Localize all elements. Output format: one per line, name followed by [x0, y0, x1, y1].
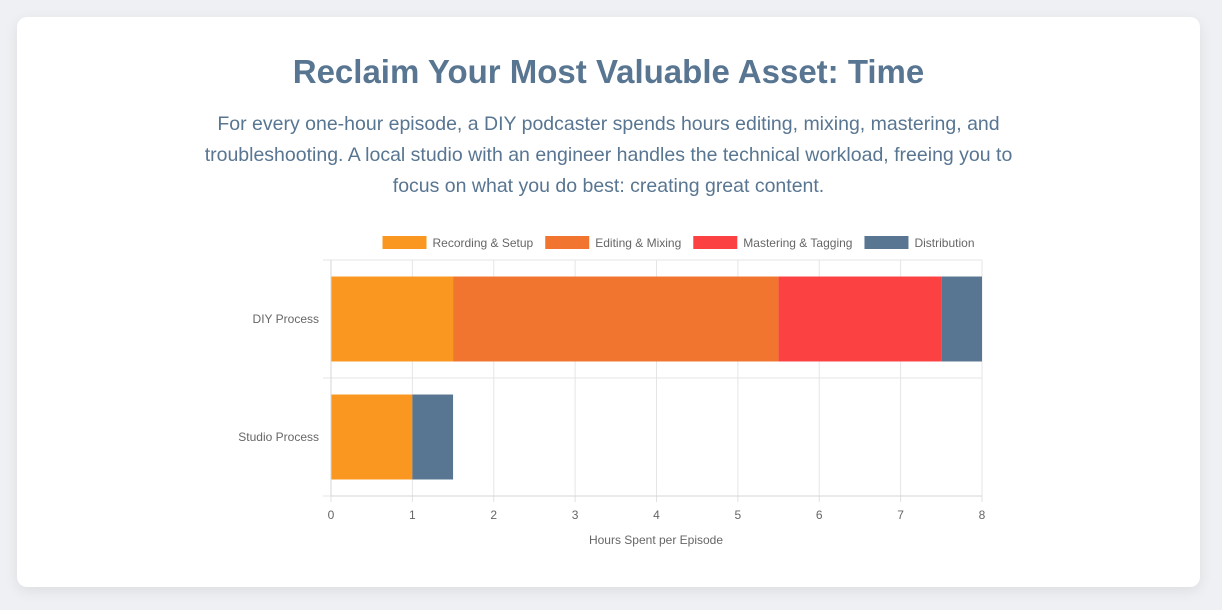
x-tick-label: 1	[409, 508, 416, 522]
x-tick-label: 6	[816, 508, 823, 522]
bar-segment[interactable]	[331, 394, 413, 480]
page-title: Reclaim Your Most Valuable Asset: Time	[292, 53, 925, 90]
legend-item[interactable]: Recording & Setup	[382, 236, 534, 250]
legend-swatch	[693, 236, 738, 249]
legend-item[interactable]: Editing & Mixing	[545, 236, 681, 250]
bar-segment[interactable]	[331, 276, 454, 362]
legend-item[interactable]: Mastering & Tagging	[693, 236, 852, 250]
legend-label: Recording & Setup	[433, 236, 534, 250]
bar-segment[interactable]	[778, 276, 942, 362]
x-tick-label: 0	[328, 508, 335, 522]
legend-item[interactable]: Distribution	[864, 236, 975, 250]
x-tick-label: 5	[735, 508, 742, 522]
legend-label: Mastering & Tagging	[743, 236, 852, 250]
y-category-label: Studio Process	[238, 430, 319, 444]
content-card: Reclaim Your Most Valuable Asset: Time F…	[17, 17, 1200, 587]
bar-segment[interactable]	[941, 276, 982, 362]
bar-segment[interactable]	[412, 394, 454, 480]
page-description: For every one-hour episode, a DIY podcas…	[204, 113, 1013, 197]
legend-swatch	[382, 236, 427, 249]
x-tick-label: 4	[653, 508, 660, 522]
x-tick-label: 2	[490, 508, 497, 522]
bars	[331, 276, 982, 480]
x-tick-label: 7	[897, 508, 904, 522]
x-tick-label: 3	[572, 508, 579, 522]
axes: 0 1 2 3 4 5 6 7 8 DIY Process Studio Process	[238, 260, 986, 522]
y-category-label: DIY Process	[253, 312, 319, 326]
legend-label: Editing & Mixing	[595, 236, 681, 250]
x-tick-label: 8	[979, 508, 986, 522]
legend[interactable]: Recording & Setup Editing & Mixing Masteri…	[382, 236, 975, 250]
x-axis-title: Hours Spent per Episode	[589, 533, 723, 547]
legend-swatch	[864, 236, 909, 249]
bar-segment[interactable]	[453, 276, 779, 362]
legend-label: Distribution	[914, 236, 974, 250]
legend-swatch	[545, 236, 590, 249]
